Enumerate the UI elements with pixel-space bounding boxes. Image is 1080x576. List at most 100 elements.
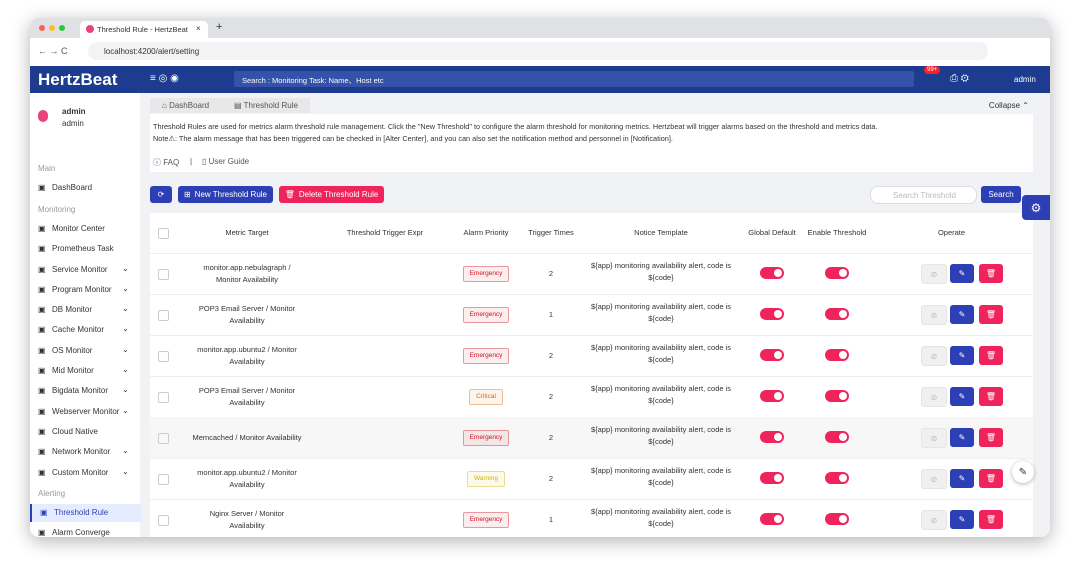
guide[interactable]: ▯ User Guide	[202, 157, 250, 166]
edit-button[interactable]: ✎	[950, 387, 974, 406]
new-tab[interactable]: +	[216, 21, 223, 33]
link-button[interactable]: ⊘	[921, 305, 947, 325]
menu-item[interactable]: ▣ Prometheus Task	[30, 240, 140, 258]
trigger-times: 2	[548, 350, 554, 360]
link-button[interactable]: ⊘	[921, 346, 947, 366]
delete-row-button[interactable]: 🗑	[979, 305, 1003, 324]
checkbox[interactable]	[158, 392, 169, 403]
checkbox[interactable]	[158, 474, 169, 485]
crumb[interactable]: ▤ Threshold Rule	[230, 98, 310, 113]
menu-item[interactable]: ▣ Cloud Native	[30, 423, 140, 441]
menu-label: Mid Monitor	[52, 366, 94, 375]
float-icon[interactable]: ✎	[1012, 461, 1034, 483]
search-bar[interactable]: Search : Monitoring Task: Name、Host etc	[234, 71, 914, 87]
global-default-switch[interactable]	[760, 431, 784, 443]
faq[interactable]: ⓘ FAQ	[153, 158, 180, 167]
menu-item[interactable]: ▣ OS Monitor ⌄	[30, 342, 140, 360]
edit-button[interactable]: ✎	[950, 510, 974, 529]
logo[interactable]: HertzBeat	[38, 70, 118, 89]
checkbox[interactable]	[158, 433, 169, 444]
global-default-switch[interactable]	[760, 472, 784, 484]
menu-item[interactable]: ▣ Bigdata Monitor ⌄	[30, 382, 140, 400]
menu-icon: ▣	[38, 406, 46, 416]
search-placeholder: Search Threshold	[893, 191, 956, 200]
edit-button[interactable]: ✎	[950, 469, 974, 488]
crumb-label: DashBoard	[169, 101, 210, 110]
link-button[interactable]: ⊘	[921, 387, 947, 407]
menu-item[interactable]: ▣ Network Monitor ⌄	[30, 443, 140, 461]
menu-item[interactable]: ▣ Custom Monitor ⌄	[30, 464, 140, 482]
refresh-button[interactable]: ⟳	[150, 186, 172, 203]
menu-item[interactable]: ▣ Threshold Rule	[30, 504, 142, 523]
link-button[interactable]: ⊘	[921, 428, 947, 448]
link-button[interactable]: ⊘	[921, 510, 947, 530]
menu-label: Custom Monitor	[52, 467, 109, 477]
menu-item[interactable]: ▣ Program Monitor ⌄	[30, 281, 140, 299]
edit-button[interactable]: ✎	[950, 346, 974, 365]
max-dot[interactable]	[59, 25, 65, 31]
nav-buttons[interactable]: ← → C	[38, 46, 68, 56]
menu-item[interactable]: ▣ Cache Monitor ⌄	[30, 321, 140, 339]
delete-row-button[interactable]: 🗑	[979, 387, 1003, 406]
trigger-times: 2	[548, 432, 554, 442]
tab[interactable]: Threshold Rule - HertzBeat ×	[80, 21, 208, 38]
delete-button[interactable]: 🗑 Delete Threshold Rule	[279, 186, 384, 203]
menu-label: Service Monitor	[52, 264, 108, 274]
global-default-switch[interactable]	[760, 513, 784, 525]
global-default-switch[interactable]	[760, 390, 784, 402]
settings-float[interactable]: ⚙	[1022, 195, 1050, 220]
menu-item[interactable]: ▣ Monitor Center	[30, 220, 140, 238]
enable-switch[interactable]	[825, 513, 849, 525]
menu-item[interactable]: ▣ Mid Monitor ⌄	[30, 362, 140, 380]
global-default-switch[interactable]	[760, 308, 784, 320]
enable-switch[interactable]	[825, 308, 849, 320]
column-header: Global Default	[748, 228, 796, 237]
checkbox[interactable]	[158, 310, 169, 321]
delete-row-button[interactable]: 🗑	[979, 510, 1003, 529]
link-button[interactable]: ⊘	[921, 469, 947, 489]
checkbox[interactable]	[158, 228, 169, 239]
menu-item[interactable]: ▣ Alarm Converge	[30, 524, 140, 537]
collapse[interactable]: Collapse ⌃	[988, 101, 1029, 110]
menu-item[interactable]: ▣ DashBoard	[30, 179, 140, 197]
menu-chevron: ⌄	[122, 304, 129, 314]
menu-icons[interactable]: ≡ ◎ ◉	[150, 73, 179, 84]
new-button[interactable]: ⊞ New Threshold Rule	[178, 186, 273, 203]
checkbox[interactable]	[158, 515, 169, 526]
global-default-switch[interactable]	[760, 267, 784, 279]
edit-button[interactable]: ✎	[950, 305, 974, 324]
header-user[interactable]: admin	[1014, 75, 1036, 84]
search-button[interactable]: Search	[981, 186, 1021, 203]
delete-row-button[interactable]: 🗑	[979, 346, 1003, 365]
edit-button[interactable]: ✎	[950, 428, 974, 447]
delete-row-button[interactable]: 🗑	[979, 428, 1003, 447]
checkbox[interactable]	[158, 269, 169, 280]
search-input[interactable]: Search Threshold	[870, 186, 977, 204]
delete-row-button[interactable]: 🗑	[979, 264, 1003, 283]
enable-switch[interactable]	[825, 431, 849, 443]
enable-switch[interactable]	[825, 390, 849, 402]
min-dot[interactable]	[49, 25, 55, 31]
link-button[interactable]: ⊘	[921, 264, 947, 284]
global-default-switch[interactable]	[760, 349, 784, 361]
user-name: admin	[62, 107, 86, 116]
menu-item[interactable]: ▣ Webserver Monitor ⌄	[30, 403, 140, 421]
edit-button[interactable]: ✎	[950, 264, 974, 283]
menu-chevron: ⌄	[122, 405, 129, 415]
menu-item[interactable]: ▣ DB Monitor ⌄	[30, 301, 140, 319]
desc-line: Note⚠: The alarm message that has been t…	[153, 134, 673, 143]
menu-icon: ▣	[40, 508, 48, 518]
checkbox[interactable]	[158, 351, 169, 362]
menu-label: Prometheus Task	[52, 244, 114, 254]
crumb[interactable]: ⌂ DashBoard	[150, 98, 230, 113]
tab-close[interactable]: ×	[196, 24, 201, 33]
enable-switch[interactable]	[825, 472, 849, 484]
url-field[interactable]: localhost:4200/alert/setting	[88, 42, 988, 60]
delete-row-button[interactable]: 🗑	[979, 469, 1003, 488]
enable-switch[interactable]	[825, 349, 849, 361]
close-dot[interactable]	[39, 25, 45, 31]
menu-item[interactable]: ▣ Service Monitor ⌄	[30, 261, 140, 279]
enable-switch[interactable]	[825, 267, 849, 279]
metric-target: POP3 Email Server / Monitor Availability	[198, 303, 296, 325]
header-icons[interactable]: ⎙ ⚙	[950, 73, 969, 84]
